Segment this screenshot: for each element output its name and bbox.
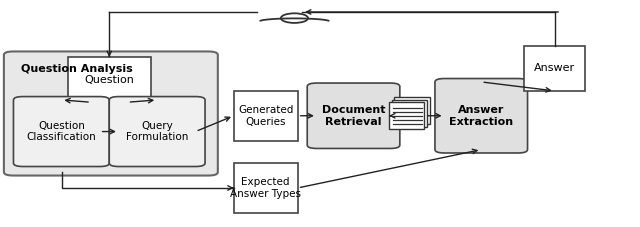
FancyBboxPatch shape — [13, 96, 109, 167]
Text: Expected
Answer Types: Expected Answer Types — [230, 177, 301, 199]
FancyBboxPatch shape — [389, 102, 424, 129]
FancyBboxPatch shape — [4, 52, 218, 175]
Text: Document
Retrieval: Document Retrieval — [322, 105, 385, 127]
Text: Question: Question — [84, 75, 134, 85]
FancyBboxPatch shape — [307, 83, 400, 148]
FancyBboxPatch shape — [234, 91, 298, 141]
FancyBboxPatch shape — [394, 97, 429, 124]
Text: Query
Formulation: Query Formulation — [126, 121, 188, 142]
FancyBboxPatch shape — [234, 163, 298, 213]
Text: Answer: Answer — [534, 63, 575, 73]
FancyBboxPatch shape — [524, 46, 585, 91]
FancyBboxPatch shape — [109, 96, 205, 167]
Text: Question
Classification: Question Classification — [26, 121, 96, 142]
Text: Answer
Extraction: Answer Extraction — [449, 105, 513, 127]
FancyBboxPatch shape — [392, 100, 427, 127]
FancyBboxPatch shape — [435, 79, 527, 153]
Text: Question Analysis: Question Analysis — [21, 64, 133, 74]
Text: Generated
Queries: Generated Queries — [238, 105, 293, 127]
FancyBboxPatch shape — [68, 57, 151, 102]
